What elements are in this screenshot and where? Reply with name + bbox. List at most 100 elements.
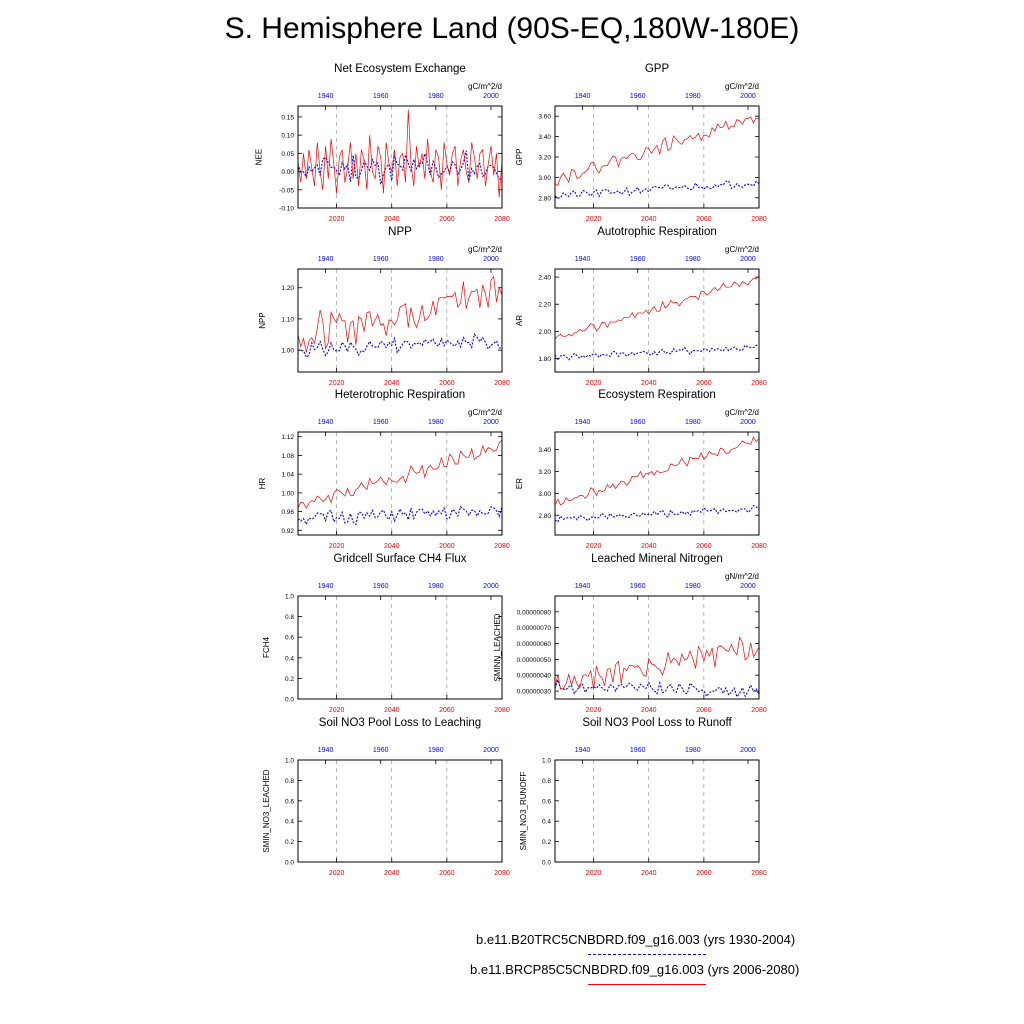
top-x-tick-label: 1980 [428,419,444,426]
y-tick-label: 0.8 [285,778,294,785]
y-tick-label: 1.00 [281,490,294,497]
y-tick-label: 3.00 [538,175,551,182]
x-tick-label: 2060 [696,707,712,714]
y-tick-label: 3.20 [538,155,551,162]
units-label: gC/m^2/d [725,82,759,91]
y-tick-label: 2.20 [538,302,551,309]
x-tick-label: 2020 [329,216,345,223]
top-x-tick-label: 2000 [740,747,756,754]
series-line-future [554,436,760,506]
x-tick-label: 2060 [439,707,455,714]
plot-frame [297,759,503,863]
x-tick-label: 2060 [696,870,712,877]
series-line-control [297,150,503,185]
x-tick-label: 2040 [641,543,657,550]
top-x-tick-label: 1960 [373,93,389,100]
y-axis-label: AR [515,315,524,326]
y-tick-label: 0.00000050 [517,657,552,664]
top-x-tick-label: 1960 [630,747,646,754]
top-x-tick-label: 1940 [318,419,334,426]
top-x-tick-label: 1980 [428,583,444,590]
series-line-future [554,275,760,340]
top-x-tick-label: 1940 [575,419,591,426]
top-x-tick-label: 2000 [483,256,499,263]
plot-frame [297,431,503,536]
y-tick-label: 0.4 [542,819,551,826]
y-tick-label: 1.12 [281,434,294,441]
y-tick-label: 0.2 [285,839,294,846]
chart-panel-7: Gridcell Surface CH4 Flux 2020 2040 2060 208… [262,553,510,714]
chart-title: GPP [645,63,670,75]
x-tick-label: 2080 [494,216,510,223]
units-label: gC/m^2/d [725,408,759,417]
series-line-control [554,344,760,362]
y-tick-label: 1.20 [281,285,294,292]
chart-panel-9: Soil NO3 Pool Loss to Leaching 2020 2040 20… [262,717,510,877]
y-axis-label: ER [515,478,524,489]
chart-title: Soil NO3 Pool Loss to Leaching [319,717,481,729]
y-tick-label: 0.92 [281,528,294,535]
top-x-tick-label: 1980 [685,747,701,754]
top-x-tick-label: 1980 [428,256,444,263]
chart-title: NPP [388,226,412,238]
y-tick-label: 0.00000030 [517,689,552,696]
y-axis-label: GPP [515,149,524,166]
x-tick-label: 2040 [384,707,400,714]
y-tick-label: 0.6 [285,798,294,805]
x-tick-label: 2040 [641,380,657,387]
x-tick-label: 2060 [696,543,712,550]
plot-frame [297,105,503,209]
y-tick-label: 0.0 [285,697,294,704]
x-tick-label: 2080 [751,707,767,714]
y-axis-label: NEE [255,149,264,165]
y-tick-label: 2.80 [538,513,551,520]
y-tick-label: 0.00000070 [517,625,552,632]
plot-frame [297,595,503,700]
chart-title: Heterotrophic Respiration [335,389,465,401]
x-tick-label: 2020 [586,707,602,714]
y-axis-label: SMIN_NO3_RUNOFF [519,772,528,851]
y-tick-label: 3.20 [538,469,551,476]
top-x-tick-label: 1980 [685,583,701,590]
y-tick-label: 0.0 [285,860,294,867]
x-tick-label: 2040 [641,870,657,877]
plot-frame [297,268,503,373]
series-line-future [297,109,503,198]
top-x-tick-label: 1960 [630,93,646,100]
y-axis-label: HR [258,478,267,490]
y-tick-label: 0.8 [542,778,551,785]
top-x-tick-label: 1940 [318,747,334,754]
y-tick-label: 1.00 [281,348,294,355]
top-x-tick-label: 2000 [740,583,756,590]
x-tick-label: 2040 [384,216,400,223]
x-tick-label: 2020 [329,543,345,550]
series-line-future [554,116,760,187]
x-tick-label: 2060 [439,380,455,387]
series-line-future [297,439,503,510]
y-tick-label: 0.00000060 [517,641,552,648]
series-line-control [297,332,503,359]
plot-frame [554,105,760,209]
top-x-tick-label: 1980 [428,747,444,754]
top-x-tick-label: 1940 [318,93,334,100]
top-x-tick-label: 1980 [685,93,701,100]
x-tick-label: 2080 [494,707,510,714]
x-tick-label: 2020 [586,380,602,387]
y-tick-label: 0.15 [281,114,294,121]
top-x-tick-label: 2000 [483,93,499,100]
x-tick-label: 2020 [329,870,345,877]
top-x-tick-label: 2000 [483,747,499,754]
series-line-future [554,636,760,690]
chart-title: Gridcell Surface CH4 Flux [334,553,467,565]
y-axis-label: SMIN_NO3_LEACHED [262,769,271,852]
x-tick-label: 2040 [384,380,400,387]
plot-frame [554,431,760,536]
chart-panel-4: Autotrophic Respiration gC/m^2/d 2020 2040 2… [515,226,767,387]
y-tick-label: -0.05 [279,187,294,194]
y-axis-label: NPP [258,312,267,328]
units-label: gC/m^2/d [468,245,502,254]
page-title: S. Hemisphere Land (90S-EQ,180W-180E) [224,12,800,45]
